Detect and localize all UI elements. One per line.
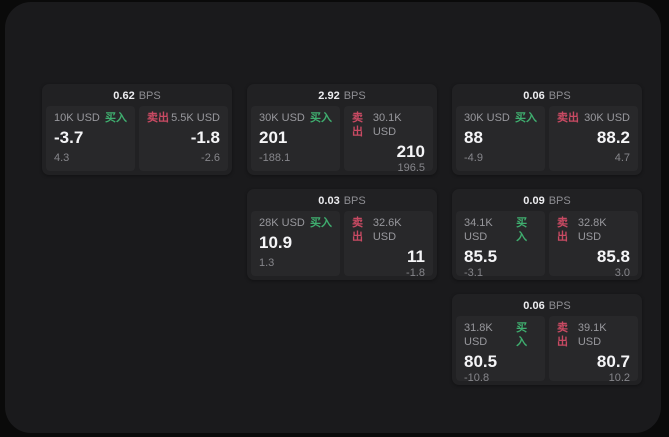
buy-delta: 1.3 [259,257,275,269]
sell-panel[interactable]: 卖出 32.6K USD 11 -1.8 [344,211,433,279]
sell-panel[interactable]: 卖出 30K USD 88.2 4.7 [549,106,638,171]
sell-price: 80.7 [596,352,630,371]
bps-value: 2.92 [318,90,340,102]
buy-size: 28K USD [259,217,305,229]
sell-price: 88.2 [596,128,630,147]
bps-value: 0.06 [523,90,545,102]
buy-panel[interactable]: 30K USD 买入 88 -4.9 [456,106,545,171]
buy-size: 30K USD [259,112,305,124]
bps-header: 0.62 BPS [42,84,232,106]
buy-label: 买入 [105,112,127,124]
sell-size: 39.1K USD [577,322,607,348]
sell-size: 5.5K USD [171,112,220,124]
bps-header: 0.06 BPS [452,294,642,316]
sell-panel[interactable]: 卖出 30.1K USD 210 196.5 [344,106,433,174]
sell-price: 85.8 [596,247,630,266]
sell-label: 卖出 [557,322,568,348]
sell-size: 32.8K USD [577,217,607,243]
sell-label: 卖出 [147,112,169,124]
sell-size: 30.1K USD [372,112,402,138]
bps-value: 0.09 [523,195,545,207]
buy-label: 买入 [310,112,332,124]
quote-card-3: 0.06 BPS 30K USD 买入 88 -4.9 卖出 30K USD 8… [452,84,642,175]
sell-label: 卖出 [557,112,579,124]
quote-card-6: 0.06 BPS 31.8K USD 买入 80.5 -10.8 卖出 39.1… [452,294,642,385]
buy-panel[interactable]: 28K USD 买入 10.9 1.3 [251,211,340,276]
bps-suffix: BPS [548,195,571,207]
buy-price: -3.7 [54,128,84,147]
buy-label: 买入 [516,322,528,348]
sell-label: 卖出 [557,217,568,243]
bps-suffix: BPS [138,90,161,102]
sell-delta: 196.5 [397,162,425,174]
bps-suffix: BPS [548,90,571,102]
buy-size: 31.8K USD [464,322,493,348]
buy-price: 88 [464,128,483,147]
quote-card-5: 0.09 BPS 34.1K USD 买入 85.5 -3.1 卖出 32.8K… [452,189,642,280]
sell-panel[interactable]: 卖出 32.8K USD 85.8 3.0 [549,211,638,279]
bps-suffix: BPS [548,300,571,312]
sell-label: 卖出 [352,112,363,138]
sell-price: -1.8 [190,128,220,147]
quote-body: 28K USD 买入 10.9 1.3 卖出 32.6K USD 11 -1.8 [247,211,437,280]
buy-price: 85.5 [464,247,498,266]
quote-card-1: 0.62 BPS 10K USD 买入 -3.7 4.3 卖出 5.5K USD… [42,84,232,175]
sell-size: 32.6K USD [372,217,402,243]
buy-price: 80.5 [464,352,498,371]
bps-header: 0.06 BPS [452,84,642,106]
main-panel: 0.62 BPS 10K USD 买入 -3.7 4.3 卖出 5.5K USD… [5,2,661,433]
buy-delta: -3.1 [464,267,483,279]
bps-value: 0.03 [318,195,340,207]
bps-header: 0.09 BPS [452,189,642,211]
buy-label: 买入 [515,112,537,124]
buy-delta: -10.8 [464,372,490,384]
sell-delta: 10.2 [608,372,630,384]
sell-delta: -1.8 [406,267,425,279]
sell-price: 210 [396,142,425,161]
buy-delta: -4.9 [464,152,483,164]
sell-delta: 4.7 [614,152,630,164]
buy-label: 买入 [310,217,332,229]
buy-size: 30K USD [464,112,510,124]
quote-card-2: 2.92 BPS 30K USD 买入 201 -188.1 卖出 30.1K … [247,84,437,175]
bps-value: 0.06 [523,300,545,312]
buy-price: 201 [259,128,288,147]
buy-panel[interactable]: 34.1K USD 买入 85.5 -3.1 [456,211,545,279]
quote-body: 10K USD 买入 -3.7 4.3 卖出 5.5K USD -1.8 -2.… [42,106,232,175]
bps-value: 0.62 [113,90,135,102]
sell-panel[interactable]: 卖出 39.1K USD 80.7 10.2 [549,316,638,384]
sell-size: 30K USD [584,112,630,124]
sell-label: 卖出 [352,217,363,243]
sell-price: 11 [407,247,425,266]
buy-size: 10K USD [54,112,100,124]
buy-size: 34.1K USD [464,217,493,243]
quote-body: 34.1K USD 买入 85.5 -3.1 卖出 32.8K USD 85.8… [452,211,642,280]
quote-body: 31.8K USD 买入 80.5 -10.8 卖出 39.1K USD 80.… [452,316,642,385]
buy-panel[interactable]: 10K USD 买入 -3.7 4.3 [46,106,135,171]
buy-panel[interactable]: 30K USD 买入 201 -188.1 [251,106,340,171]
buy-price: 10.9 [259,233,293,252]
bps-header: 0.03 BPS [247,189,437,211]
buy-label: 买入 [516,217,528,243]
sell-panel[interactable]: 卖出 5.5K USD -1.8 -2.6 [139,106,228,171]
buy-delta: -188.1 [259,152,291,164]
bps-suffix: BPS [343,195,366,207]
bps-header: 2.92 BPS [247,84,437,106]
sell-delta: -2.6 [201,152,220,164]
quote-body: 30K USD 买入 201 -188.1 卖出 30.1K USD 210 1… [247,106,437,175]
quote-body: 30K USD 买入 88 -4.9 卖出 30K USD 88.2 4.7 [452,106,642,175]
buy-delta: 4.3 [54,152,70,164]
buy-panel[interactable]: 31.8K USD 买入 80.5 -10.8 [456,316,545,384]
bps-suffix: BPS [343,90,366,102]
sell-delta: 3.0 [614,267,630,279]
quote-card-4: 0.03 BPS 28K USD 买入 10.9 1.3 卖出 32.6K US… [247,189,437,280]
